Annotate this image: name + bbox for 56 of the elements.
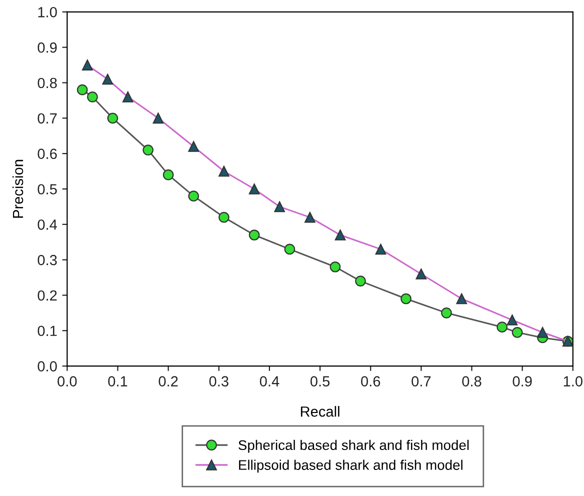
- legend-label: Ellipsoid based shark and fish model: [239, 460, 462, 473]
- point: [284, 244, 296, 255]
- x-tick-label: 0.2: [158, 376, 178, 386]
- point: [87, 91, 98, 102]
- y-tick-label: 0.7: [38, 113, 57, 124]
- point: [274, 201, 285, 212]
- y-tick-label: 0.9: [38, 42, 57, 53]
- y-tick-label: 1.0: [38, 7, 57, 18]
- y-tick-label: 0.6: [38, 148, 57, 159]
- point: [142, 144, 154, 156]
- x-tick-label: 0.0: [58, 376, 77, 386]
- point: [456, 293, 468, 304]
- x-tick-label: 0.5: [310, 376, 330, 386]
- y-tick-label: 0.2: [38, 290, 57, 301]
- point: [188, 141, 200, 152]
- x-tick-label: 0.1: [108, 376, 128, 386]
- y-tick-label: 0.5: [38, 184, 57, 194]
- x-tick-label: 0.4: [260, 376, 280, 386]
- point: [218, 212, 230, 223]
- point: [416, 268, 427, 280]
- point: [102, 74, 114, 85]
- point: [188, 190, 200, 202]
- point: [334, 230, 346, 240]
- point: [441, 308, 452, 318]
- point: [82, 60, 93, 70]
- point: [375, 244, 386, 255]
- legend-label: Spherical based shark and fish model: [238, 440, 469, 453]
- point: [152, 112, 164, 124]
- point: [304, 212, 316, 223]
- point: [248, 230, 260, 240]
- point: [107, 112, 118, 124]
- y-tick-label: 0.8: [38, 78, 57, 88]
- x-axis-title: Recall: [300, 406, 340, 417]
- point: [122, 91, 134, 102]
- point: [248, 184, 260, 194]
- y-tick-label: 0.4: [38, 219, 58, 230]
- point: [76, 84, 88, 96]
- point: [537, 326, 548, 338]
- point: [218, 166, 230, 177]
- point: [162, 169, 174, 180]
- x-tick-label: 1.0: [564, 376, 582, 386]
- point: [400, 293, 412, 304]
- point: [330, 261, 341, 272]
- point: [355, 276, 366, 286]
- y-tick-label: 0.1: [38, 326, 57, 336]
- point: [496, 322, 508, 333]
- point: [512, 326, 523, 338]
- y-axis-title: Precision: [12, 160, 24, 218]
- y-tick-label: 0.3: [38, 254, 57, 266]
- x-tick-label: 0.7: [412, 376, 431, 386]
- y-tick-label: 0.0: [38, 361, 57, 372]
- x-tick-label: 0.3: [209, 376, 228, 386]
- x-tick-label: 0.9: [512, 376, 532, 386]
- x-tick-label: 0.8: [462, 376, 482, 386]
- point: [506, 314, 518, 326]
- x-tick-label: 0.6: [361, 376, 380, 386]
